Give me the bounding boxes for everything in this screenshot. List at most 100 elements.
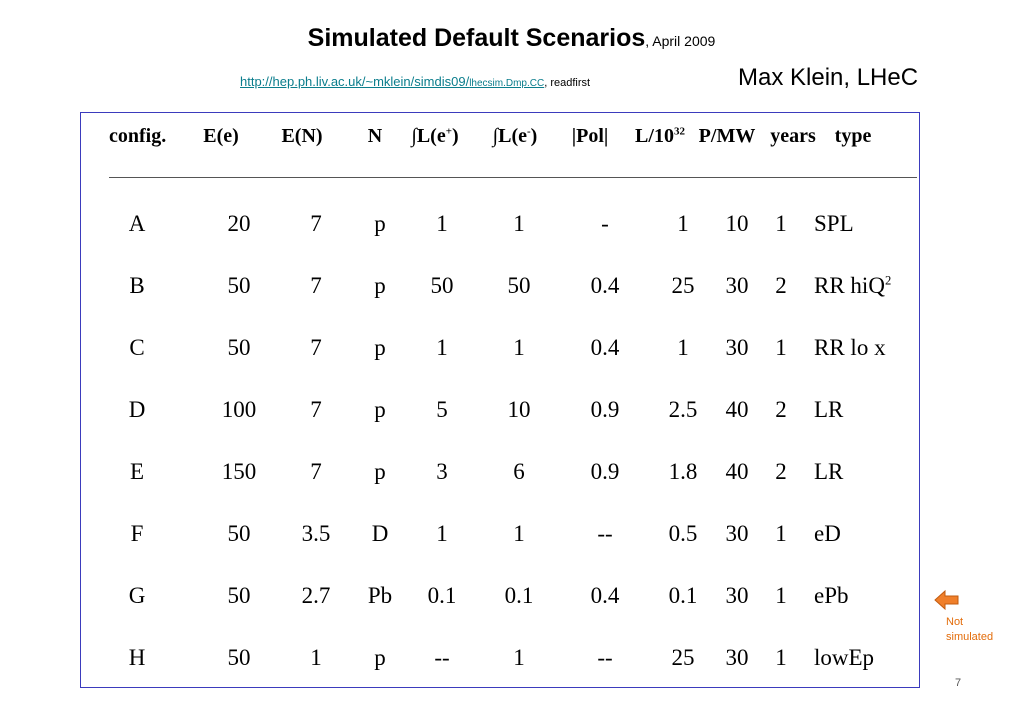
cell-pol: 0.4 xyxy=(590,583,620,608)
cell-type: SPL xyxy=(814,211,854,236)
cell-pol: 0.9 xyxy=(590,459,620,484)
cell-ee: 150 xyxy=(221,459,257,484)
note-line-1: Not xyxy=(946,616,964,628)
header-pol: |Pol| xyxy=(571,125,609,147)
title-date: , April 2009 xyxy=(645,33,716,49)
cell-type: LR xyxy=(814,459,844,484)
cell-config: G xyxy=(128,583,146,608)
cell-lem: 1 xyxy=(513,211,525,236)
cell-config: C xyxy=(129,335,145,360)
cell-config: H xyxy=(128,645,146,670)
table-row: F 50 3.5 D 1 1 -- 0.5 30 1 eD xyxy=(81,521,919,551)
header-lumi: L/1032 xyxy=(635,125,685,147)
cell-l: 25 xyxy=(671,273,695,298)
cell-n: Pb xyxy=(367,583,393,608)
cell-pol: -- xyxy=(597,645,613,670)
table-row: E 150 7 p 3 6 0.9 1.8 40 2 LR xyxy=(81,459,919,489)
cell-n: p xyxy=(374,335,386,360)
cell-l: 1 xyxy=(677,211,689,236)
cell-y: 2 xyxy=(775,273,787,298)
url-link-file[interactable]: lhecsim.Dmp.CC xyxy=(469,78,545,89)
cell-ee: 50 xyxy=(227,521,251,546)
author-label: Max Klein, LHeC xyxy=(738,64,919,91)
cell-pol: 0.9 xyxy=(590,397,620,422)
header-divider xyxy=(109,177,917,178)
cell-lem: 1 xyxy=(513,521,525,546)
cell-config: F xyxy=(130,521,144,546)
cell-en: 2.7 xyxy=(301,583,331,608)
cell-type: lowEp xyxy=(814,645,875,670)
cell-en: 7 xyxy=(310,459,322,484)
cell-n: p xyxy=(374,211,386,236)
header-en: E(N) xyxy=(281,125,323,147)
cell-p: 10 xyxy=(725,211,749,236)
cell-config: E xyxy=(129,459,145,484)
scenario-table: config. E(e) E(N) N ∫L(e+) ∫L(e-) |Pol| … xyxy=(80,112,920,688)
url-link-main[interactable]: http://hep.ph.liv.ac.uk/~mklein/simdis09… xyxy=(240,74,470,89)
cell-config: A xyxy=(128,211,146,236)
cell-en: 7 xyxy=(310,335,322,360)
cell-lep: 0.1 xyxy=(427,583,457,608)
header-lumi-eminus: ∫L(e-) xyxy=(492,125,538,147)
cell-lem: 1 xyxy=(513,335,525,360)
cell-lem: 6 xyxy=(513,459,525,484)
cell-en: 7 xyxy=(310,397,322,422)
cell-y: 1 xyxy=(775,645,787,670)
cell-y: 1 xyxy=(775,211,787,236)
cell-l: 0.5 xyxy=(668,521,698,546)
cell-en: 3.5 xyxy=(301,521,331,546)
cell-config: B xyxy=(129,273,145,298)
cell-lep: 1 xyxy=(436,211,448,236)
cell-lem: 10 xyxy=(507,397,531,422)
not-simulated-note: Not simulated xyxy=(946,615,993,645)
cell-lep: 1 xyxy=(436,335,448,360)
header-power: P/MW xyxy=(698,125,756,147)
table-row: H 50 1 p -- 1 -- 25 30 1 lowEp xyxy=(81,645,919,675)
header-lumi-eplus: ∫L(e+) xyxy=(411,125,459,147)
cell-p: 30 xyxy=(725,645,749,670)
cell-n: p xyxy=(374,397,386,422)
cell-n: p xyxy=(374,459,386,484)
cell-p: 30 xyxy=(725,273,749,298)
cell-y: 1 xyxy=(775,583,787,608)
cell-ee: 50 xyxy=(227,273,251,298)
table-row: A 20 7 p 1 1 - 1 10 1 SPL xyxy=(81,211,919,241)
header-type: type xyxy=(834,125,872,147)
cell-en: 7 xyxy=(310,273,322,298)
cell-p: 30 xyxy=(725,335,749,360)
cell-type: LR xyxy=(814,397,844,422)
cell-y: 1 xyxy=(775,521,787,546)
cell-en: 7 xyxy=(310,211,322,236)
cell-l: 1 xyxy=(677,335,689,360)
slide-title: Simulated Default Scenarios, April 2009 xyxy=(0,24,1023,53)
cell-l: 2.5 xyxy=(668,397,698,422)
cell-pol: 0.4 xyxy=(590,273,620,298)
cell-p: 40 xyxy=(725,459,749,484)
cell-type: RR lo x xyxy=(814,335,886,360)
cell-config: D xyxy=(128,397,146,422)
cell-pol: - xyxy=(601,211,609,236)
cell-y: 2 xyxy=(775,459,787,484)
cell-lem: 50 xyxy=(507,273,531,298)
cell-lem: 1 xyxy=(513,645,525,670)
cell-type: ePb xyxy=(814,583,849,608)
cell-p: 30 xyxy=(725,521,749,546)
cell-l: 1.8 xyxy=(668,459,698,484)
cell-p: 40 xyxy=(725,397,749,422)
cell-lep: -- xyxy=(434,645,450,670)
cell-y: 2 xyxy=(775,397,787,422)
cell-ee: 50 xyxy=(227,335,251,360)
header-config: config. xyxy=(109,125,167,147)
cell-lep: 50 xyxy=(430,273,454,298)
note-line-2: simulated xyxy=(946,631,994,643)
cell-n: p xyxy=(374,273,386,298)
cell-n: D xyxy=(371,521,389,546)
cell-type: RR hiQ2 xyxy=(814,273,892,298)
cell-ee: 20 xyxy=(227,211,251,236)
header-ee: E(e) xyxy=(203,125,239,147)
left-arrow-icon xyxy=(934,589,960,611)
cell-lep: 1 xyxy=(436,521,448,546)
header-years: years xyxy=(770,125,816,147)
cell-ee: 50 xyxy=(227,645,251,670)
cell-l: 0.1 xyxy=(668,583,698,608)
